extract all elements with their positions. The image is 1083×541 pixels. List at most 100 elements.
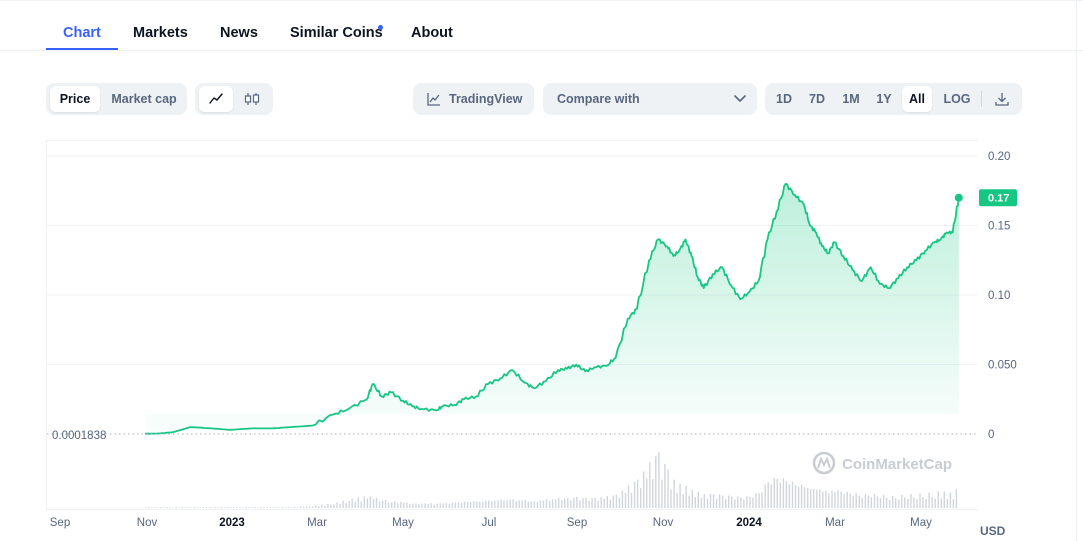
volume-bar (618, 498, 621, 508)
volume-bar (630, 492, 633, 508)
volume-bar (770, 484, 772, 508)
volume-bar (466, 501, 469, 508)
market-cap-button[interactable]: Market cap (111, 92, 177, 106)
volume-bar (378, 501, 381, 508)
volume-bar (570, 500, 572, 508)
volume-bar (309, 506, 311, 508)
range-1y-button[interactable]: 1Y (876, 92, 892, 106)
volume-bar (469, 502, 472, 508)
volume-bar (166, 507, 168, 508)
current-price-dot (954, 193, 963, 202)
volume-bar (776, 479, 778, 508)
volume-bar (424, 503, 426, 508)
volume-bar (473, 501, 475, 508)
download-icon (995, 93, 1009, 106)
volume-bar (397, 503, 399, 508)
range-all-button[interactable]: All (902, 86, 932, 112)
volume-bar (743, 499, 745, 508)
price-button[interactable]: Price (50, 86, 100, 112)
range-1d-button[interactable]: 1D (776, 92, 792, 106)
volume-bar (567, 498, 569, 508)
current-price-label: 0.17 (988, 193, 1009, 205)
volume-bar (943, 491, 945, 508)
line-chart-button[interactable] (199, 86, 233, 112)
volume-bar (676, 492, 678, 508)
x-tick-label: Mar (825, 517, 845, 529)
volume-bar (312, 506, 314, 508)
page-divider (1076, 0, 1077, 541)
volume-bar (621, 490, 624, 508)
volume-bar (296, 507, 299, 508)
new-indicator-dot (378, 25, 383, 30)
volume-bar (275, 507, 277, 508)
x-tick-label: Sep (50, 517, 70, 529)
volume-bar (476, 501, 478, 508)
volume-bar (813, 488, 815, 508)
volume-bar (230, 507, 232, 508)
tab-about[interactable]: About (411, 25, 453, 41)
volume-bar (709, 493, 712, 508)
volume-bar (269, 507, 271, 508)
volume-bar (831, 490, 833, 508)
compare-with-select[interactable]: Compare with (543, 83, 757, 115)
volume-bar (946, 498, 948, 508)
volume-bar (670, 489, 672, 508)
chart-frame (46, 140, 978, 510)
volume-bar (925, 498, 927, 508)
tab-news[interactable]: News (220, 25, 258, 41)
current-price-tag (979, 189, 1017, 207)
volume-bar (740, 497, 742, 508)
volume-bar (667, 469, 669, 508)
volume-bar (888, 499, 891, 508)
volume-bar (360, 501, 362, 508)
volume-bar (788, 484, 791, 508)
volume-bar (558, 498, 560, 508)
tradingview-button[interactable]: TradingView (413, 83, 534, 115)
volume-bar (600, 497, 602, 508)
volume-bar (822, 491, 824, 508)
volume-bar (840, 491, 842, 508)
volume-bar (910, 494, 912, 508)
tab-markets[interactable]: Markets (133, 25, 188, 41)
volume-bar (612, 495, 614, 508)
volume-bar (779, 482, 781, 508)
volume-bar (718, 494, 721, 508)
volume-bar (427, 504, 429, 508)
volume-bar (873, 493, 876, 508)
range-1m-button[interactable]: 1M (842, 92, 860, 106)
volume-bar (412, 503, 414, 508)
candlestick-button[interactable] (235, 86, 269, 112)
volume-bar (564, 498, 566, 508)
volume-bar (561, 500, 563, 508)
volume-bar (403, 502, 405, 508)
volume-bar (533, 501, 536, 508)
volume-bar (810, 489, 812, 508)
volume-bar (445, 503, 447, 508)
volume-bar (816, 489, 818, 508)
volume-bar (257, 507, 259, 508)
volume-bar (260, 507, 262, 508)
volume-bar (503, 500, 505, 508)
download-button[interactable] (987, 86, 1017, 112)
volume-bar (879, 498, 882, 508)
volume-bar (485, 500, 487, 508)
volume-bar (463, 501, 466, 508)
y-tick-label: 0.20 (988, 151, 1010, 163)
volume-bar (852, 495, 854, 508)
volume-bar (278, 507, 280, 508)
volume-bar (825, 490, 827, 508)
volume-bar (345, 503, 347, 508)
tab-similar-coins[interactable]: Similar Coins (290, 25, 383, 41)
log-scale-button[interactable]: LOG (943, 92, 971, 106)
tab-chart[interactable]: Chart (63, 25, 101, 41)
volume-bar (658, 452, 660, 508)
range-7d-button[interactable]: 7D (809, 92, 825, 106)
volume-bar (169, 507, 171, 508)
volume-bar (339, 503, 341, 508)
volume-bar (752, 497, 754, 508)
volume-bar (512, 499, 514, 508)
x-tick-label: 2023 (219, 517, 245, 529)
volume-bar (861, 497, 863, 508)
volume-bar (573, 497, 575, 508)
